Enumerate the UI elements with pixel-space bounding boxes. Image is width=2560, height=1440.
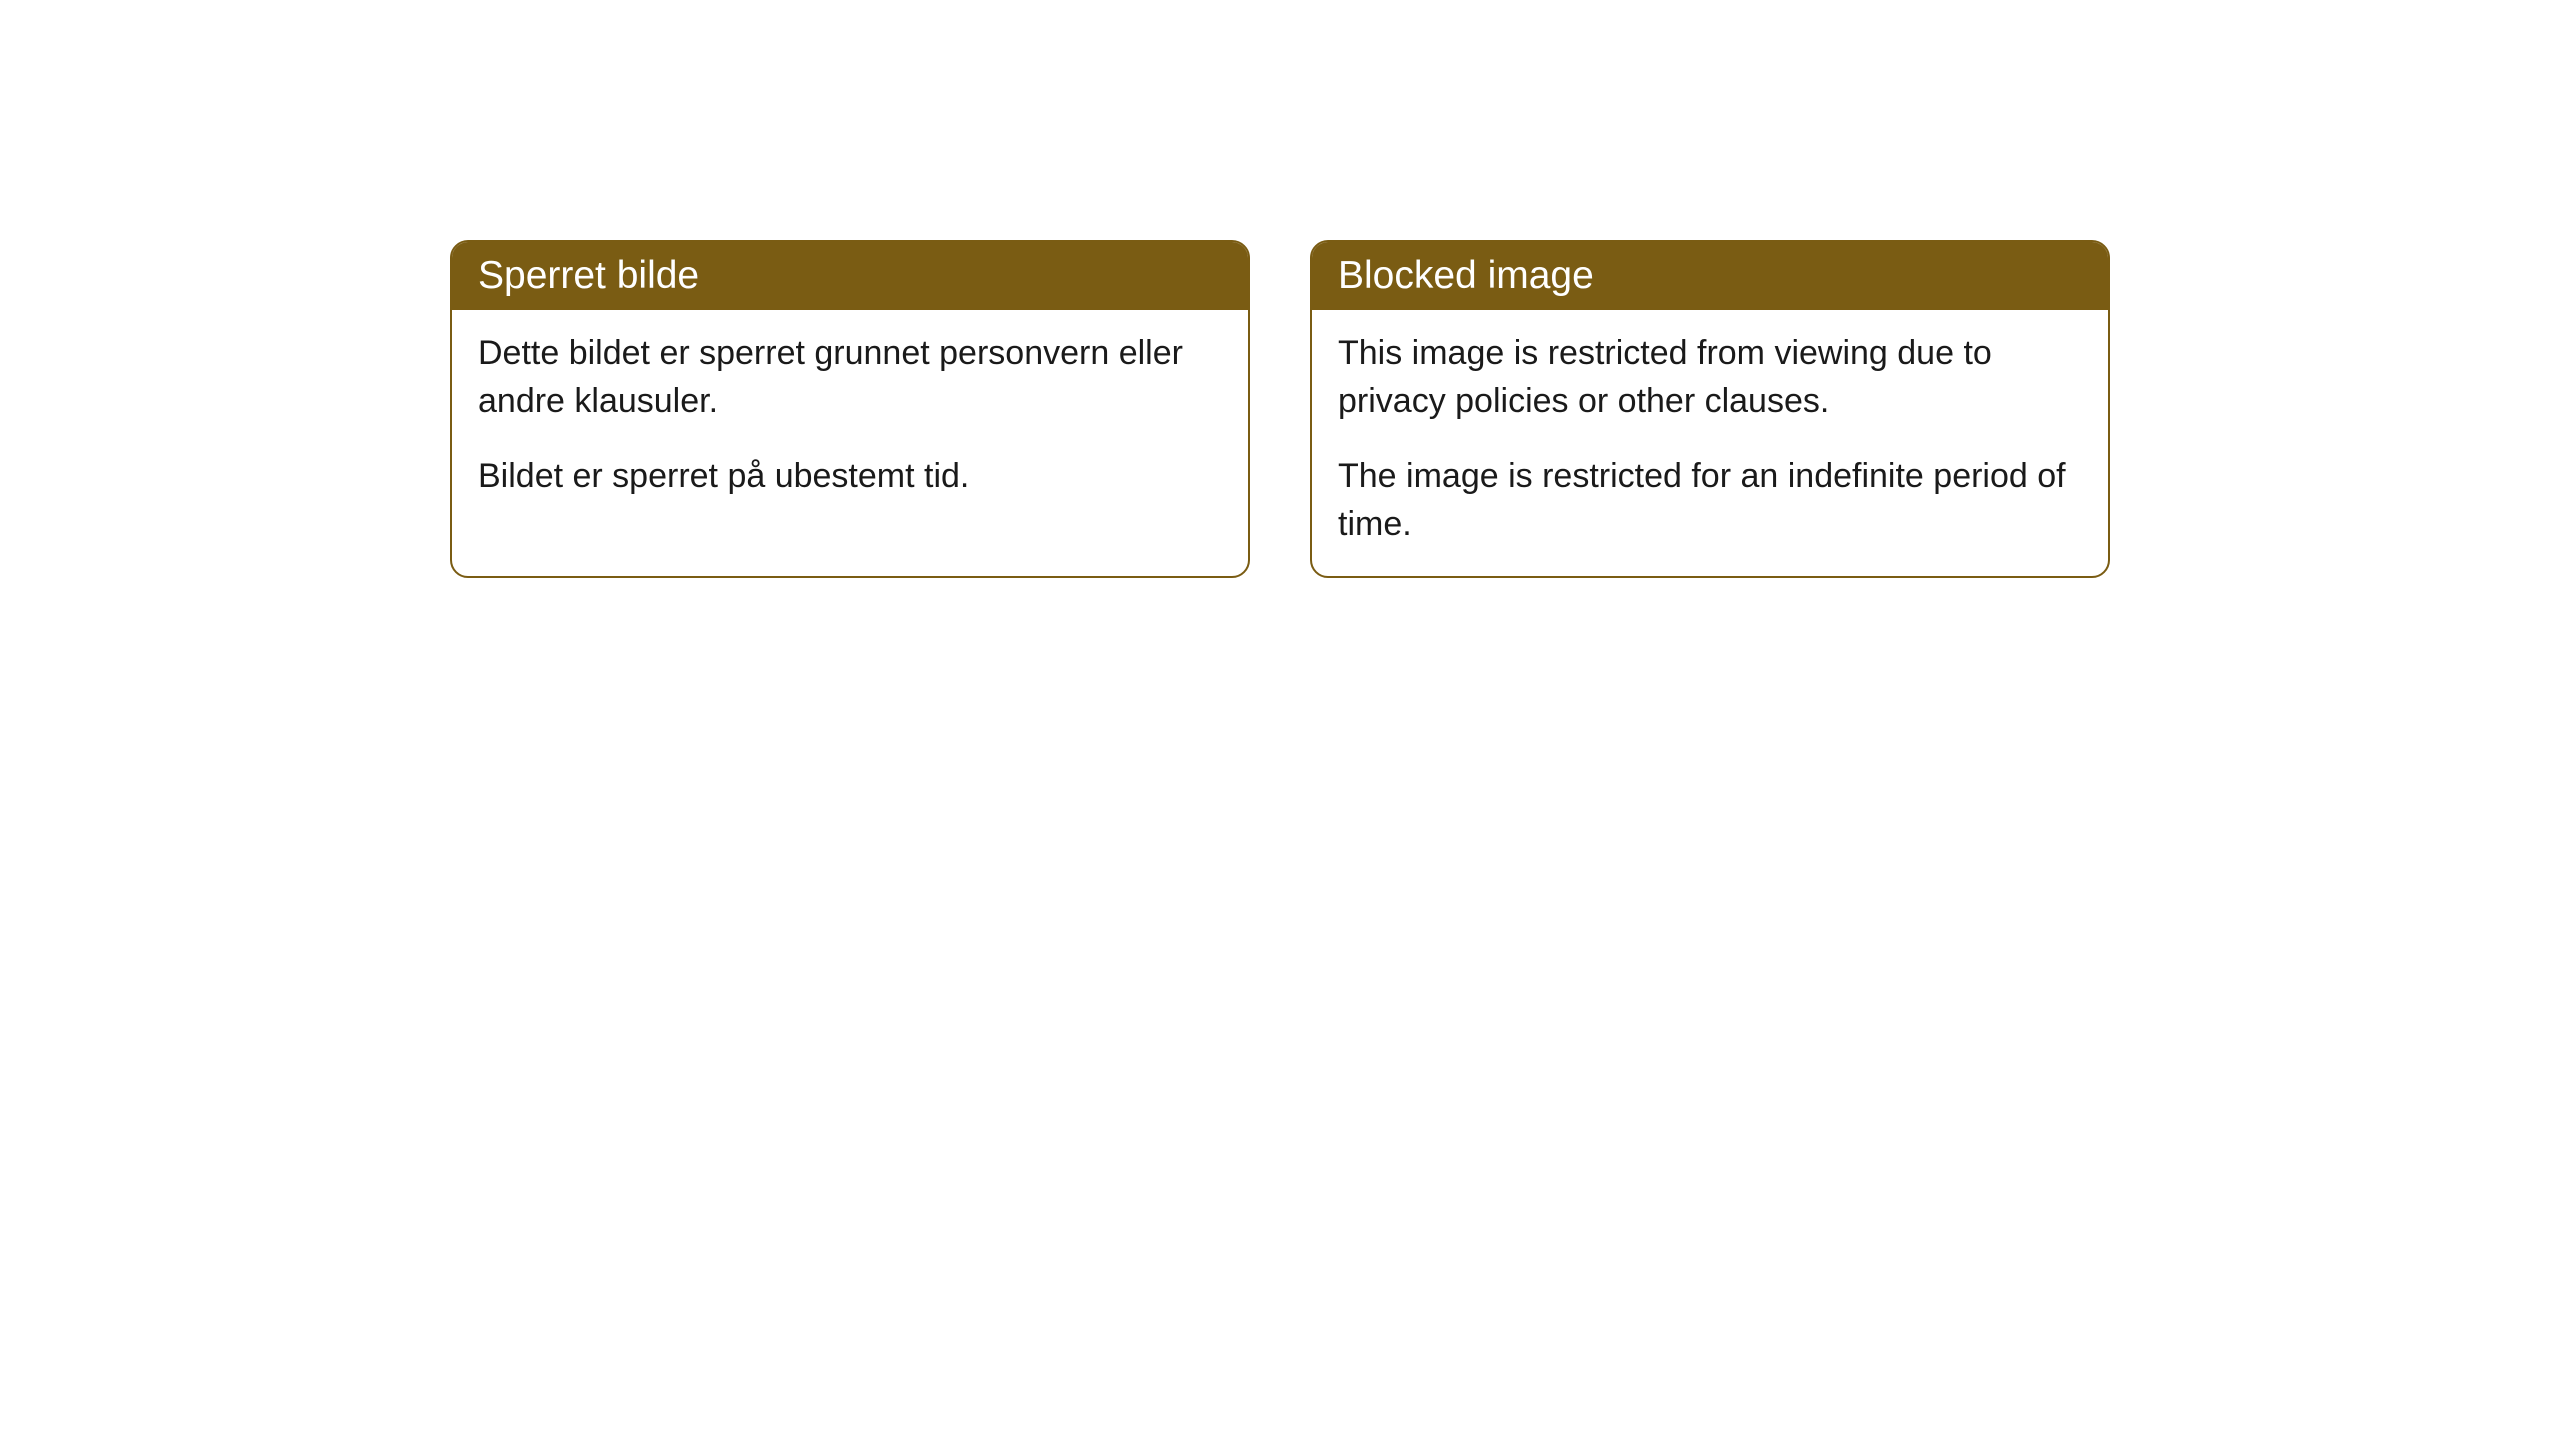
card-title: Blocked image bbox=[1312, 242, 2108, 310]
notice-card-container: Sperret bilde Dette bildet er sperret gr… bbox=[450, 240, 2560, 578]
notice-card-norwegian: Sperret bilde Dette bildet er sperret gr… bbox=[450, 240, 1250, 578]
card-paragraph: Bildet er sperret på ubestemt tid. bbox=[478, 453, 1222, 501]
notice-card-english: Blocked image This image is restricted f… bbox=[1310, 240, 2110, 578]
card-paragraph: The image is restricted for an indefinit… bbox=[1338, 453, 2082, 548]
card-body: Dette bildet er sperret grunnet personve… bbox=[452, 310, 1248, 529]
card-paragraph: Dette bildet er sperret grunnet personve… bbox=[478, 330, 1222, 425]
card-body: This image is restricted from viewing du… bbox=[1312, 310, 2108, 576]
card-title: Sperret bilde bbox=[452, 242, 1248, 310]
card-paragraph: This image is restricted from viewing du… bbox=[1338, 330, 2082, 425]
